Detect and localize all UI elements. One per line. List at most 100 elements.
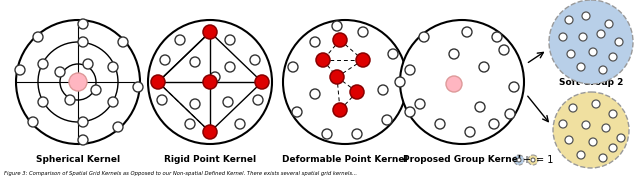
Text: Rigid Point Kernel: Rigid Point Kernel bbox=[164, 156, 256, 165]
Circle shape bbox=[283, 20, 407, 144]
Circle shape bbox=[333, 103, 347, 117]
Text: +: + bbox=[522, 155, 530, 165]
Circle shape bbox=[605, 20, 613, 28]
Circle shape bbox=[615, 38, 623, 46]
Circle shape bbox=[225, 62, 235, 72]
Circle shape bbox=[15, 65, 25, 75]
Circle shape bbox=[33, 32, 43, 42]
Circle shape bbox=[175, 35, 185, 45]
Circle shape bbox=[108, 97, 118, 107]
Circle shape bbox=[203, 75, 217, 89]
Circle shape bbox=[203, 25, 217, 39]
Circle shape bbox=[435, 119, 445, 129]
Circle shape bbox=[589, 138, 597, 146]
Circle shape bbox=[553, 92, 629, 168]
Circle shape bbox=[160, 55, 170, 65]
Circle shape bbox=[316, 53, 330, 67]
Circle shape bbox=[609, 53, 617, 61]
Circle shape bbox=[157, 95, 167, 105]
Circle shape bbox=[330, 70, 344, 84]
Circle shape bbox=[549, 0, 633, 84]
Circle shape bbox=[475, 102, 485, 112]
Circle shape bbox=[609, 110, 617, 118]
Circle shape bbox=[78, 135, 88, 145]
Circle shape bbox=[190, 99, 200, 109]
Circle shape bbox=[38, 97, 48, 107]
Circle shape bbox=[395, 77, 405, 87]
Circle shape bbox=[559, 33, 567, 41]
Circle shape bbox=[190, 57, 200, 67]
Text: Deformable Point Kernel: Deformable Point Kernel bbox=[282, 156, 408, 165]
Circle shape bbox=[617, 134, 625, 142]
Circle shape bbox=[38, 59, 48, 69]
Circle shape bbox=[151, 75, 165, 89]
Circle shape bbox=[479, 62, 489, 72]
Circle shape bbox=[65, 95, 75, 105]
Circle shape bbox=[225, 35, 235, 45]
Circle shape bbox=[582, 12, 590, 20]
Circle shape bbox=[492, 32, 502, 42]
Circle shape bbox=[569, 104, 577, 112]
Circle shape bbox=[350, 85, 364, 99]
Circle shape bbox=[78, 117, 88, 127]
Circle shape bbox=[83, 59, 93, 69]
Circle shape bbox=[388, 49, 398, 59]
Circle shape bbox=[405, 107, 415, 117]
Circle shape bbox=[565, 16, 573, 24]
Circle shape bbox=[118, 37, 128, 47]
Circle shape bbox=[579, 33, 587, 41]
Circle shape bbox=[288, 62, 298, 72]
Circle shape bbox=[465, 127, 475, 137]
Circle shape bbox=[382, 115, 392, 125]
Text: Spherical Kernel: Spherical Kernel bbox=[36, 156, 120, 165]
Circle shape bbox=[419, 32, 429, 42]
Circle shape bbox=[577, 63, 585, 71]
Circle shape bbox=[148, 20, 272, 144]
Circle shape bbox=[223, 97, 233, 107]
Circle shape bbox=[559, 120, 567, 128]
Circle shape bbox=[499, 45, 509, 55]
Circle shape bbox=[378, 85, 388, 95]
Circle shape bbox=[253, 95, 263, 105]
Circle shape bbox=[185, 119, 195, 129]
Circle shape bbox=[292, 107, 302, 117]
Circle shape bbox=[517, 158, 521, 162]
Circle shape bbox=[462, 27, 472, 37]
Circle shape bbox=[599, 154, 607, 162]
Circle shape bbox=[405, 65, 415, 75]
Circle shape bbox=[514, 155, 524, 165]
Circle shape bbox=[91, 85, 101, 95]
Circle shape bbox=[310, 89, 320, 99]
Circle shape bbox=[16, 20, 140, 144]
Text: Proposed Group Kernel: Proposed Group Kernel bbox=[403, 156, 521, 165]
Circle shape bbox=[356, 53, 370, 67]
Circle shape bbox=[446, 76, 462, 92]
Circle shape bbox=[577, 151, 585, 159]
Circle shape bbox=[235, 119, 245, 129]
Circle shape bbox=[602, 124, 610, 132]
Circle shape bbox=[415, 99, 425, 109]
Circle shape bbox=[597, 30, 605, 38]
Text: = 1: = 1 bbox=[536, 155, 554, 165]
Circle shape bbox=[78, 19, 88, 29]
Circle shape bbox=[358, 27, 368, 37]
Circle shape bbox=[55, 67, 65, 77]
Circle shape bbox=[589, 48, 597, 56]
Text: Figure 3: Comparison of Spatial Grid Kernels as Opposed to our Non-spatial Defin: Figure 3: Comparison of Spatial Grid Ker… bbox=[4, 172, 357, 177]
Circle shape bbox=[449, 49, 459, 59]
Circle shape bbox=[78, 37, 88, 47]
Circle shape bbox=[210, 72, 220, 82]
Circle shape bbox=[203, 125, 217, 139]
Circle shape bbox=[322, 129, 332, 139]
Circle shape bbox=[28, 117, 38, 127]
Circle shape bbox=[599, 66, 607, 74]
Circle shape bbox=[509, 82, 519, 92]
Circle shape bbox=[310, 37, 320, 47]
Circle shape bbox=[133, 82, 143, 92]
Circle shape bbox=[250, 55, 260, 65]
Circle shape bbox=[567, 50, 575, 58]
Circle shape bbox=[400, 20, 524, 144]
Circle shape bbox=[108, 62, 118, 72]
Circle shape bbox=[352, 129, 362, 139]
Circle shape bbox=[69, 73, 87, 91]
